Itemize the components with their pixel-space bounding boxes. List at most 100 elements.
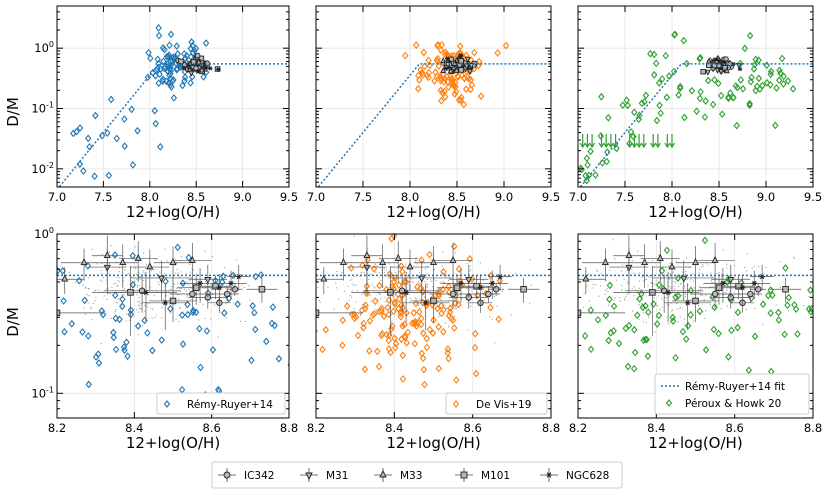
background-point [217,298,220,300]
background-point [444,275,446,278]
legend-box [654,373,810,415]
data-point [392,339,400,348]
xtick-label: 7.5 [616,190,634,204]
data-point [339,341,346,350]
data-point [638,289,645,298]
galaxy-marker [641,257,649,266]
data-point [123,338,130,347]
data-point [650,71,658,79]
data-point [656,101,663,110]
background-point [397,314,399,316]
galaxy-legend-label: M31 [326,470,348,482]
galaxy-marker [394,253,402,261]
background-point [426,286,429,288]
data-point [615,339,623,348]
background-point [669,292,671,295]
galaxy-marker [711,290,719,298]
data-point [107,95,115,104]
background-point [758,276,760,279]
background-point [650,282,652,284]
data-point [152,119,159,128]
data-point [129,280,137,289]
background-point [650,282,653,285]
data-point [364,256,371,264]
data-point [293,318,298,324]
galaxy-marker [448,56,455,62]
data-point [354,331,362,340]
background-point [126,313,128,315]
data-point [386,270,393,279]
data-point [583,154,591,163]
background-point [614,297,616,299]
background-point [469,269,472,271]
background-point [645,278,648,281]
data-point [653,116,661,125]
background-point [138,284,140,287]
data-point [675,91,682,99]
data-point [435,292,443,300]
data-point [60,297,67,305]
data-point [765,291,772,300]
background-point [26,295,27,296]
background-point [416,297,418,299]
background-point [140,307,142,310]
data-point [378,304,385,313]
galaxy-marker [422,300,429,306]
background-point [414,297,417,299]
galaxy-marker [711,255,719,263]
galaxy-marker [181,65,187,71]
data-point [610,302,618,311]
data-point [399,322,406,330]
background-point [642,280,645,282]
background-point [638,304,640,306]
background-point [788,310,790,312]
legend-label-peroux: Péroux & Howk 20 [685,398,781,410]
ytick-label: 10-1 [31,385,54,400]
data-point [347,264,355,272]
background-point [115,301,117,304]
background-point [681,287,684,289]
data-point [672,293,679,302]
legend-label-fit: Rémy-Ruyer+14 fit [685,381,785,393]
upper-limit-arrow [654,134,661,149]
background-point [596,269,598,271]
data-point [366,317,374,325]
background-point [435,279,437,282]
background-point [86,293,88,296]
ytick-label: 10-2 [31,161,54,176]
background-point [775,304,777,306]
data-point [174,50,181,58]
galaxy-marker [692,297,699,305]
data-point [184,310,192,319]
background-point [483,299,485,301]
data-point [361,304,369,313]
background-point [439,282,441,284]
background-point [145,263,148,265]
data-point [392,343,399,352]
background-point [676,308,678,310]
data-point [200,73,207,81]
data-point [155,31,163,40]
background-point [631,287,633,289]
data-point [683,335,690,343]
background-point [510,314,512,316]
background-point [442,281,444,283]
background-point [116,276,118,278]
background-point [102,276,104,279]
background-point [395,271,397,274]
upper-limit-arrow [584,134,591,149]
plot-area [578,6,813,187]
data-point [737,76,745,84]
data-point [784,301,791,310]
data-point [487,303,494,312]
data-point [112,345,120,354]
data-point [472,369,480,378]
data-point [461,74,468,83]
data-point [416,308,423,316]
background-point [619,300,621,302]
background-point [728,292,731,294]
galaxy-marker [103,250,111,259]
background-point [138,334,140,336]
xlabel: 12+log(O/H) [648,434,742,452]
